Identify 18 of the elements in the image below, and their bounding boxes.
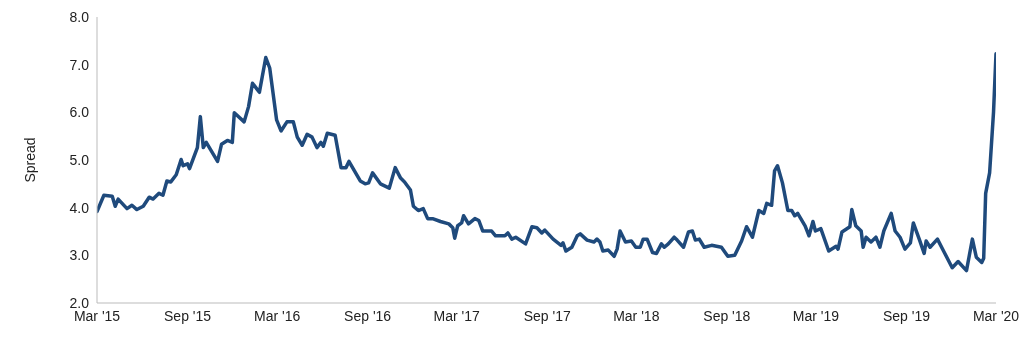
x-tick-label: Sep '19 <box>882 307 931 324</box>
y-tick-label: 6.0 <box>69 104 90 121</box>
x-tick-label: Mar '16 <box>253 307 301 324</box>
x-tick-label: Mar '20 <box>972 307 1020 324</box>
x-tick-label: Sep '16 <box>344 307 392 324</box>
y-tick-label: 8.0 <box>69 8 90 25</box>
y-tick-label: 3.0 <box>69 247 90 264</box>
x-tick-label: Mar '17 <box>433 307 481 324</box>
x-tick-label: Mar '19 <box>792 307 840 324</box>
x-tick-label: Sep '18 <box>703 307 751 324</box>
y-tick-label: 5.0 <box>69 151 90 168</box>
line-series <box>97 51 996 273</box>
x-tick-label: Sep '15 <box>164 307 212 324</box>
x-tick-label: Mar '18 <box>613 307 660 324</box>
y-tick-label: 4.0 <box>69 199 90 216</box>
y-axis-title: Spread <box>21 137 38 183</box>
x-tick-label: Sep '17 <box>523 307 571 324</box>
y-tick-label: 7.0 <box>69 56 90 73</box>
